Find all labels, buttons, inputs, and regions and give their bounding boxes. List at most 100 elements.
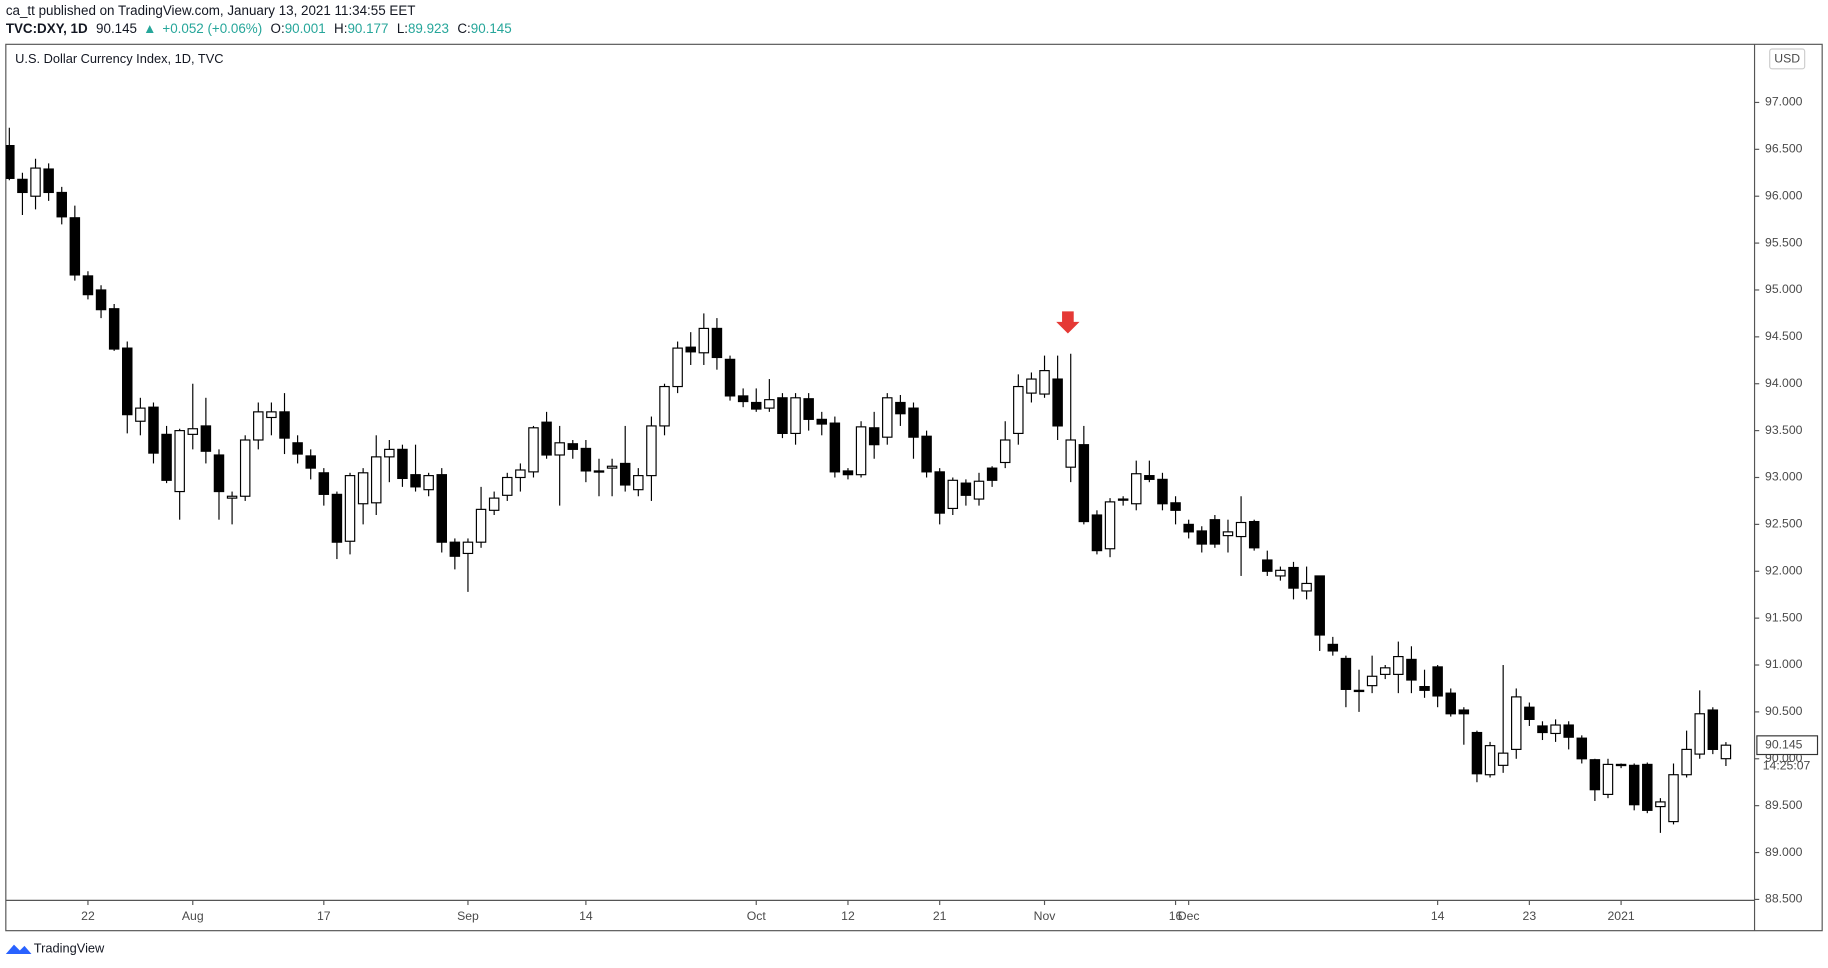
- candle-body: [1065, 439, 1076, 468]
- y-tick-label: 96.500: [1765, 142, 1803, 156]
- candle-body: [174, 430, 185, 493]
- x-tick-label: 14: [1431, 909, 1445, 923]
- currency-box[interactable]: [1769, 48, 1806, 70]
- candle-body: [436, 474, 447, 543]
- candle-body: [1026, 378, 1037, 394]
- candle-body: [528, 427, 539, 473]
- candle-body: [135, 407, 146, 422]
- candle-body: [842, 470, 854, 476]
- o-label: O:: [271, 21, 285, 36]
- candle-body: [253, 411, 264, 441]
- y-tick-label: 89.500: [1765, 798, 1803, 812]
- candle-body: [1196, 530, 1208, 545]
- y-tick-label: 92.500: [1765, 517, 1803, 531]
- symbol-line: TVC:DXY, 1D 90.145 ▲ +0.052 (+0.06%) O:9…: [6, 21, 512, 36]
- candle-body: [1720, 744, 1732, 760]
- chart-frame: [5, 43, 1823, 932]
- candle-body: [633, 475, 644, 491]
- candle-body: [1628, 764, 1640, 806]
- candle-body: [554, 442, 565, 456]
- candle-body: [646, 425, 657, 477]
- symbol: TVC:DXY, 1D: [6, 21, 88, 36]
- candle-body: [1104, 501, 1116, 550]
- candle-body: [1668, 774, 1679, 823]
- y-tick-label: 91.000: [1765, 657, 1803, 671]
- candle-body: [672, 347, 683, 388]
- candle-body: [1393, 655, 1404, 675]
- x-tick-label: 22: [81, 909, 95, 923]
- candle-body: [803, 398, 814, 420]
- candle-body: [292, 442, 303, 455]
- x-tick-label: 14: [579, 909, 593, 923]
- candle-body: [1353, 689, 1365, 693]
- x-tick-label: Sep: [457, 909, 479, 923]
- footer-brand: TradingView: [34, 941, 105, 956]
- candle-body: [882, 397, 893, 438]
- candle-body: [462, 541, 474, 555]
- candle-body: [1537, 725, 1548, 734]
- y-tick-label: 94.500: [1765, 329, 1803, 343]
- candle-body: [1511, 696, 1522, 750]
- candle-body: [1222, 531, 1234, 537]
- x-tick-label: 23: [1523, 909, 1537, 923]
- candle-body: [318, 472, 330, 495]
- candle-body: [1497, 752, 1509, 766]
- candle-body: [1655, 801, 1666, 808]
- candle-body: [1262, 559, 1273, 572]
- candle-body: [1484, 745, 1496, 776]
- plot-area: [5, 127, 1732, 833]
- candle-body: [659, 385, 670, 427]
- candle-body: [423, 475, 434, 491]
- candle-body: [1301, 582, 1312, 592]
- x-tick-label: 2021: [1607, 909, 1634, 923]
- candle-body: [1576, 737, 1588, 760]
- candle-body: [213, 454, 225, 493]
- y-tick-label: 89.000: [1765, 845, 1803, 859]
- candle-body: [606, 465, 618, 469]
- candle-body: [895, 401, 906, 415]
- candle-body: [1642, 763, 1653, 811]
- last: 90.145: [96, 21, 137, 36]
- candle-body: [790, 397, 801, 435]
- candle-body: [1091, 514, 1103, 552]
- candle-body: [1013, 385, 1024, 435]
- candle-body: [737, 395, 749, 403]
- candle-body: [1052, 378, 1063, 427]
- candle-body: [122, 347, 133, 416]
- candle-body: [1406, 658, 1417, 681]
- axes: 88.50089.00089.50090.00090.50091.00091.5…: [81, 95, 1819, 923]
- candle-body: [1117, 498, 1129, 501]
- candle-body: [370, 456, 382, 504]
- candle-body: [30, 167, 41, 197]
- candle-body: [868, 427, 880, 446]
- candle-body: [502, 476, 513, 496]
- candle-body: [1327, 643, 1339, 652]
- candle-body: [1563, 724, 1574, 738]
- y-tick-label: 94.000: [1765, 376, 1803, 390]
- y-tick-label: 93.500: [1765, 423, 1803, 437]
- candle-body: [515, 469, 526, 479]
- candle-body: [1694, 713, 1705, 755]
- candle-body: [947, 479, 959, 510]
- y-tick-label: 97.000: [1765, 95, 1803, 109]
- candle-body: [1550, 724, 1561, 735]
- candle-body: [619, 462, 631, 486]
- candle-body: [777, 397, 788, 435]
- candle-body: [226, 495, 238, 499]
- candle-body: [1589, 759, 1601, 791]
- candle-body: [816, 418, 828, 425]
- candle-body: [1078, 444, 1090, 523]
- y-tick-label: 96.000: [1765, 188, 1803, 202]
- candle-body: [921, 435, 932, 473]
- last-price-box: [1756, 735, 1819, 756]
- candle-body: [855, 426, 867, 476]
- candle-body: [1471, 731, 1483, 775]
- currency: USD: [1774, 52, 1800, 66]
- candle-body: [1183, 523, 1194, 533]
- candle-body: [108, 308, 120, 350]
- candle-body: [17, 178, 28, 194]
- candle-body: [685, 346, 696, 353]
- candle-body: [397, 448, 408, 480]
- candle-body: [279, 411, 290, 439]
